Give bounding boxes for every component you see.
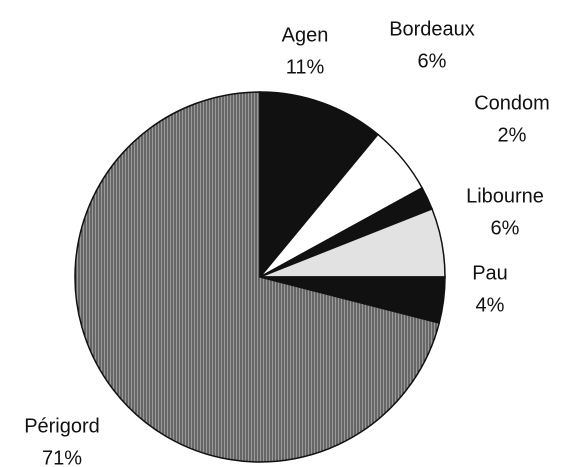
slice-label: Périgord (24, 415, 100, 437)
slice-value-label: 11% (286, 56, 325, 78)
slice-label: Agen (282, 24, 329, 46)
slice-label: Pau (472, 262, 508, 284)
slice-value-label: 6% (418, 50, 447, 72)
slice-value-label: 6% (491, 217, 520, 239)
pie-slice (74, 91, 441, 463)
slice-label: Libourne (466, 185, 544, 207)
slice-label: Bordeaux (389, 18, 475, 40)
slice-value-label: 71% (42, 447, 82, 467)
pie-slice (259, 91, 379, 280)
slice-value-label: 4% (476, 294, 505, 316)
slice-label: Condom (474, 92, 550, 114)
slice-value-label: 2% (498, 124, 527, 146)
